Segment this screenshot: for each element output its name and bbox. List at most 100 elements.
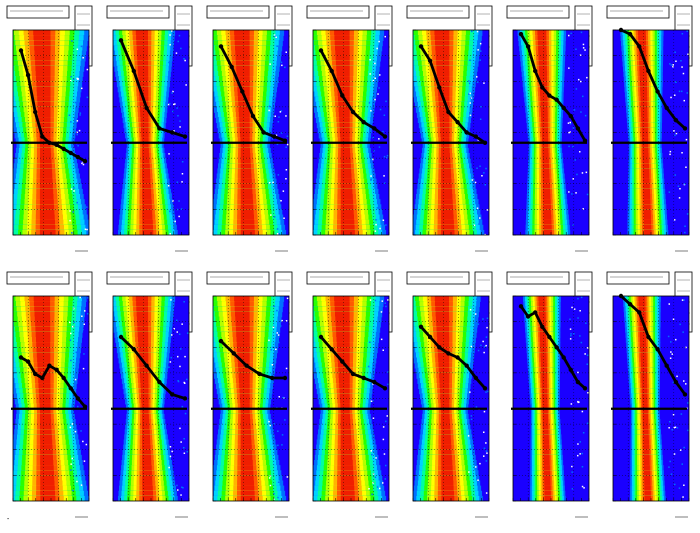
heatmap-band [40, 147, 51, 154]
heatmap-band [137, 55, 149, 62]
heatmap-band [236, 342, 250, 348]
heatmap-speckle [172, 110, 174, 113]
heatmap-speckle [572, 224, 574, 226]
heatmap-band [539, 235, 557, 241]
heatmap-speckle [71, 40, 73, 42]
heatmap-speckle [674, 134, 676, 137]
heatmap-band [241, 235, 255, 241]
heatmap-band [127, 501, 169, 507]
heatmap-speckle [574, 159, 576, 161]
heatmap-band [542, 153, 549, 159]
profile-point [340, 93, 345, 98]
heatmap [313, 296, 389, 501]
heatmap-speckle [180, 494, 182, 496]
heatmap-band [240, 439, 252, 446]
heatmap-band [336, 65, 350, 72]
heatmap-speckle [274, 115, 276, 117]
heatmap-band [336, 337, 350, 343]
heatmap-speckle [83, 353, 85, 355]
heatmap-band [240, 413, 250, 420]
profile-point [525, 44, 531, 49]
heatmap-band [440, 137, 450, 144]
heatmap-band [142, 475, 153, 482]
heatmap-speckle [568, 145, 570, 148]
heatmap-band [641, 122, 648, 129]
heatmap-speckle [570, 32, 572, 35]
heatmap-band [236, 71, 250, 77]
heatmap-band [543, 224, 552, 231]
heatmap-speckle [70, 332, 72, 335]
heatmap-band [434, 235, 463, 241]
profile-point [664, 105, 669, 111]
heatmap-speckle [275, 36, 277, 38]
heatmap-band [135, 30, 148, 36]
profile-point [627, 31, 633, 37]
profile-point [18, 355, 24, 360]
heatmap-speckle [174, 103, 176, 105]
heatmap-band [441, 209, 454, 216]
profile-point [382, 134, 388, 139]
heatmap-band [441, 183, 452, 190]
heatmap-band [136, 35, 148, 41]
heatmap-band [136, 311, 149, 318]
profile-point [33, 109, 38, 115]
heatmap-speckle [469, 59, 471, 61]
heatmap-band [36, 235, 61, 241]
heatmap-speckle [686, 30, 688, 32]
heatmap-speckle [275, 348, 277, 351]
heatmap-band [40, 485, 55, 492]
heatmap-speckle [79, 296, 81, 299]
heatmap-speckle [369, 73, 371, 75]
heatmap-speckle [374, 98, 376, 101]
heatmap-band [142, 460, 152, 466]
heatmap-band [237, 357, 250, 364]
heatmap-band [340, 158, 351, 164]
heatmap-band [340, 153, 351, 159]
profile-point [673, 118, 679, 123]
heatmap-band [33, 35, 51, 41]
profile-point [575, 126, 581, 131]
heatmap-speckle [176, 319, 178, 322]
heatmap-band [439, 112, 450, 118]
heatmap-band [336, 71, 350, 77]
heatmap-speckle [177, 489, 179, 491]
heatmap-band [632, 235, 665, 241]
heatmap-band [22, 235, 74, 241]
heatmap-speckle [70, 359, 72, 362]
heatmap-band [139, 101, 149, 108]
heatmap-speckle [176, 484, 178, 487]
heatmap-speckle [382, 219, 385, 221]
heatmap-band [642, 168, 650, 175]
heatmap-speckle [169, 34, 171, 36]
heatmap-speckle [268, 339, 270, 342]
heatmap-speckle [479, 165, 481, 167]
heatmap-band [39, 229, 56, 235]
heatmap-speckle [282, 396, 284, 399]
heatmap-band [34, 45, 51, 52]
heatmap-band [34, 306, 51, 313]
heatmap-speckle [677, 185, 680, 187]
heatmap-speckle [469, 97, 472, 99]
heatmap-band [340, 460, 353, 466]
heatmap-band [236, 65, 250, 72]
profile-point [350, 109, 356, 115]
heatmap-speckle [376, 47, 378, 50]
heatmap-band [39, 199, 54, 205]
heatmap-speckle [568, 34, 570, 37]
profile-point [68, 386, 74, 391]
heatmap-band [337, 352, 350, 359]
heatmap-band [34, 316, 51, 323]
heatmap-band [642, 163, 649, 170]
heatmap-band [240, 403, 250, 410]
profile-point [533, 68, 538, 74]
heatmap-speckle [75, 475, 78, 477]
heatmap-band [436, 60, 450, 67]
heatmap-speckle [382, 130, 384, 133]
heatmap-band [543, 199, 551, 205]
heatmap-speckle [675, 60, 677, 62]
heatmap [313, 30, 389, 235]
heatmap-speckle [479, 59, 481, 61]
heatmap-band [141, 147, 149, 154]
heatmap-speckle [374, 230, 377, 232]
heatmap-band [334, 301, 350, 307]
